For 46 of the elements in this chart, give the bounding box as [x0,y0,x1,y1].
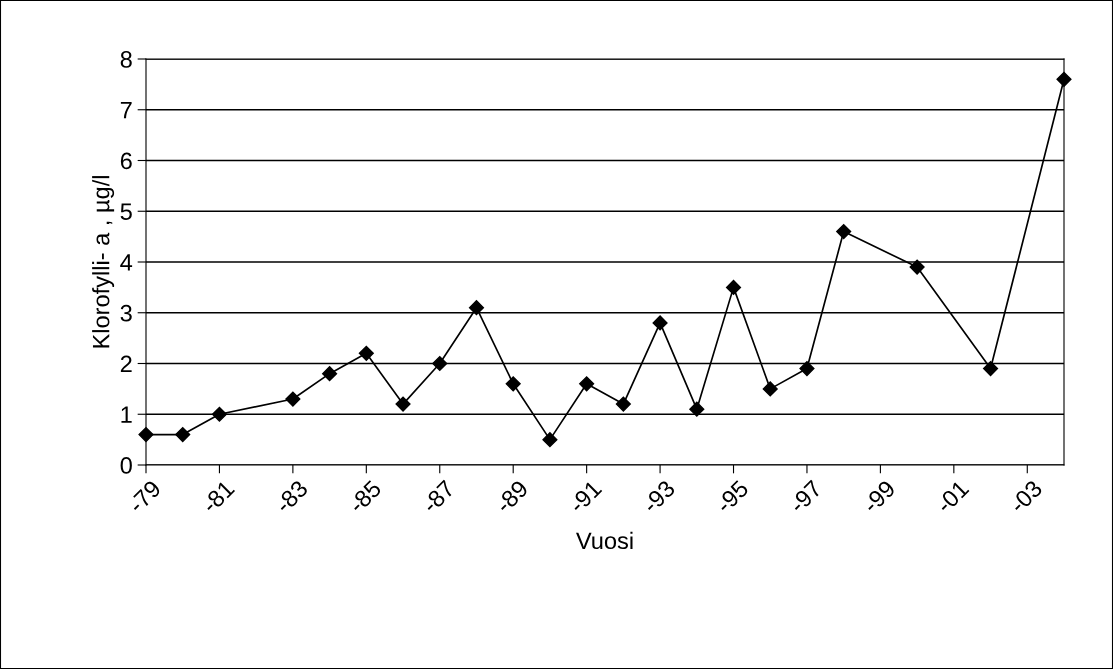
x-tick-label: -97 [788,479,823,514]
y-tick-label: 1 [121,406,132,423]
point [505,376,521,392]
point [138,426,154,443]
point [211,406,228,422]
x-tick-label: -03 [1008,479,1044,514]
point [652,315,668,331]
x-tick-label: -99 [861,479,897,514]
point [542,432,558,448]
point [982,361,999,377]
x-tick-label: -79 [127,479,162,514]
point [615,396,631,412]
y-tick-label: 4 [120,254,133,271]
y-tick-label: 3 [120,304,132,322]
point [836,223,852,240]
y-axis-title: Klorofylli- a , µg/l [92,176,115,348]
x-tick-label: -95 [714,479,750,514]
point [909,259,925,275]
x-tick-label: -01 [935,479,970,514]
point [762,381,778,397]
x-tick-label: -87 [421,479,456,514]
x-tick-label: -85 [347,479,383,514]
point [175,426,191,443]
point [468,300,485,316]
x-axis-title: Vuosi [576,531,633,550]
point [579,376,595,392]
point [689,401,705,417]
y-tick-label: 5 [120,203,132,221]
x-tick-label: -89 [494,479,529,514]
y-tick-label: 6 [120,152,132,170]
point [432,355,448,372]
y-tick-label: 0 [120,457,132,474]
point [799,361,815,377]
y-tick-label: 7 [120,102,132,119]
x-tick-label: -93 [641,479,676,514]
x-tick-label: -91 [567,479,603,514]
point [285,391,301,407]
x-tick-label: -83 [274,479,309,514]
point [725,279,742,295]
x-tick-label: -81 [200,479,236,514]
point [1056,71,1072,87]
point [395,396,411,412]
y-tick-label: 2 [120,355,132,373]
point [358,345,374,361]
y-tick-label: 8 [120,51,132,68]
point [322,366,338,382]
